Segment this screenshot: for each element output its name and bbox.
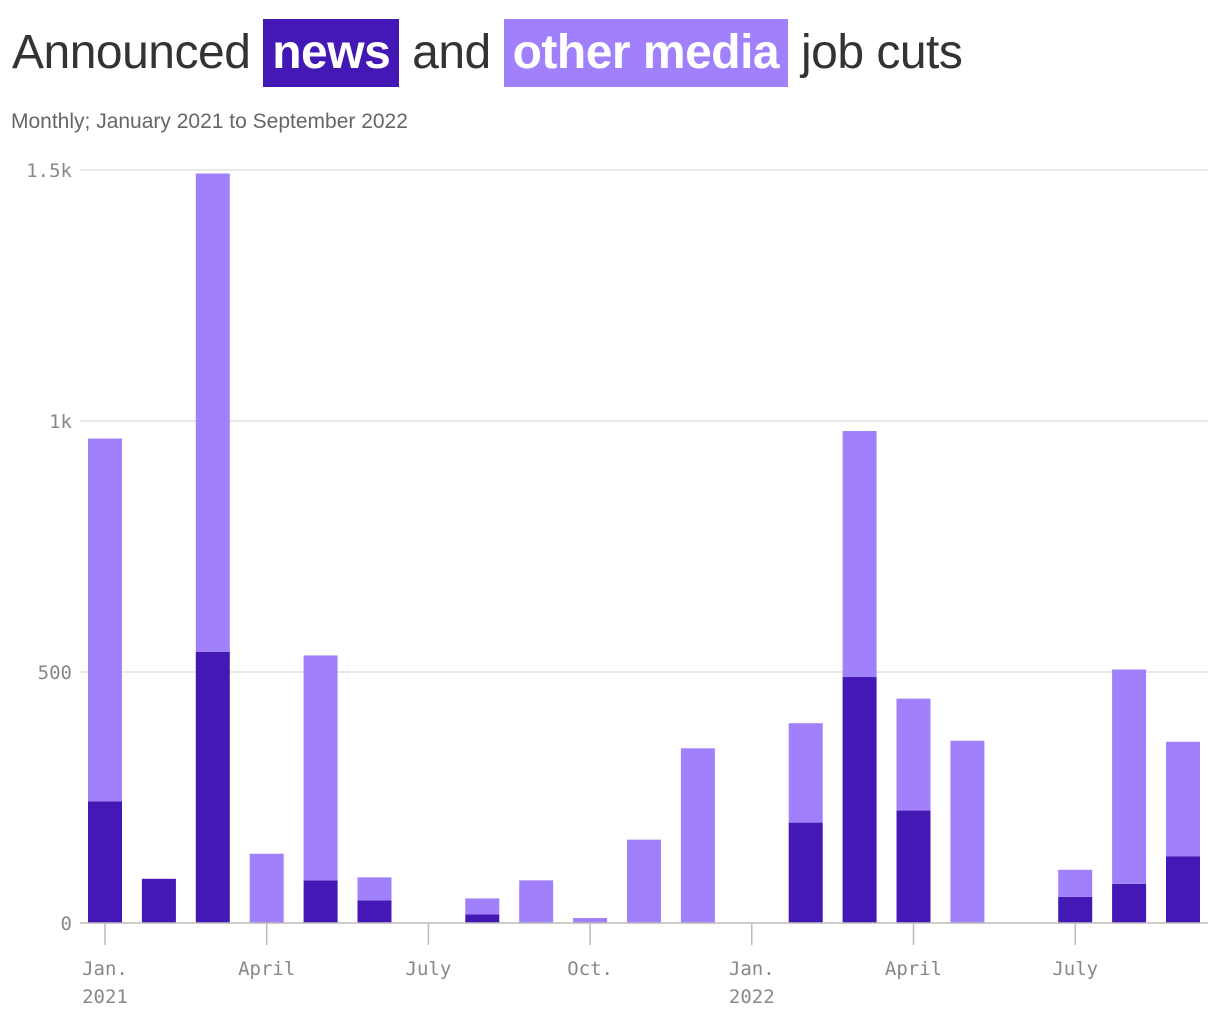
bar-news: [896, 810, 931, 923]
bar-other-media: [788, 723, 823, 823]
x-tick-label: 2022: [729, 986, 775, 1008]
bar-other-media: [249, 853, 284, 923]
bar-news: [1112, 883, 1147, 923]
bar-other-media: [680, 748, 715, 923]
bar-other-media: [627, 839, 661, 923]
bar-other-media: [950, 740, 985, 923]
bar-other-media: [1166, 741, 1200, 857]
x-tick-label: April: [885, 958, 942, 980]
bar-other-media: [896, 698, 931, 811]
bar-news: [1166, 856, 1200, 923]
bar-news: [141, 878, 176, 923]
x-tick-label: July: [1052, 958, 1098, 980]
y-tick-label: 500: [38, 662, 72, 684]
bar-other-media: [195, 173, 230, 652]
bar-other-media: [519, 880, 554, 923]
x-tick-label: Oct.: [567, 958, 613, 980]
bar-news: [1058, 896, 1093, 923]
y-tick-label: 0: [61, 913, 72, 935]
y-tick-label: 1k: [49, 411, 72, 433]
bar-news: [357, 900, 392, 923]
chart-title: Announced news and other media job cuts: [12, 18, 963, 88]
x-tick-label: Jan.: [729, 958, 775, 980]
x-tick-label: Jan.: [82, 958, 128, 980]
x-tick-label: 2021: [82, 986, 128, 1008]
bar-other-media: [842, 431, 877, 678]
bar-other-media: [1112, 669, 1147, 884]
bar-news: [465, 914, 500, 923]
x-tick-label: April: [238, 958, 295, 980]
bar-other-media: [1058, 869, 1093, 897]
bar-other-media: [88, 438, 122, 802]
legend-news-label: news: [263, 19, 400, 87]
title-text-2: and: [412, 26, 491, 79]
title-text-1: Announced: [12, 26, 251, 79]
bar-other-media: [573, 917, 608, 923]
bar-other-media: [357, 877, 392, 901]
bar-news: [303, 880, 338, 923]
bar-news: [788, 822, 823, 923]
bar-other-media: [303, 655, 338, 881]
chart-subtitle: Monthly; January 2021 to September 2022: [11, 110, 408, 133]
bar-news: [195, 651, 230, 923]
y-tick-label: 1.5k: [26, 160, 72, 182]
x-tick-label: July: [406, 958, 452, 980]
bar-news: [88, 801, 122, 923]
legend-other-media-label: other media: [503, 19, 789, 87]
bar-news: [842, 677, 877, 923]
bar-other-media: [465, 898, 500, 915]
title-text-3: job cuts: [800, 26, 963, 79]
